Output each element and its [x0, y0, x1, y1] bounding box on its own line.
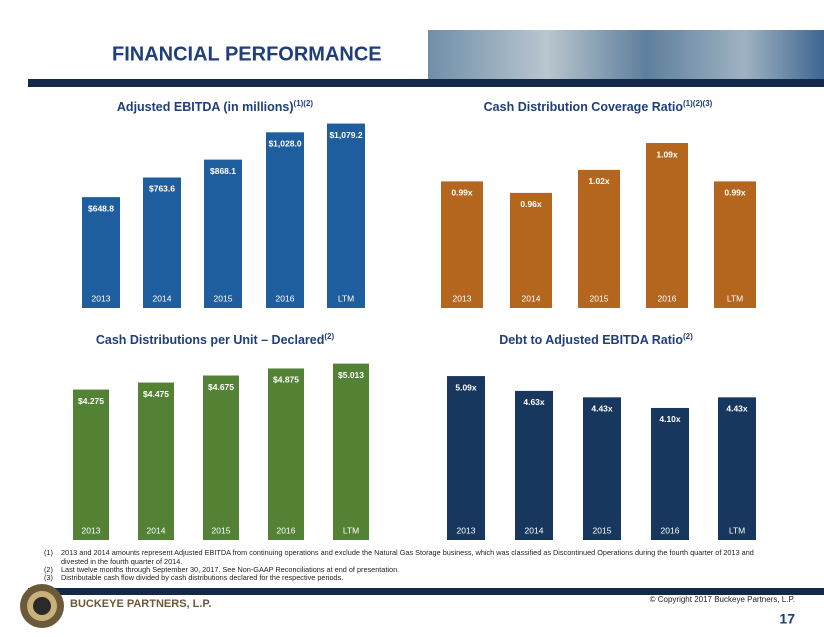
value-label: 5.09x [455, 382, 477, 392]
bar [73, 389, 109, 540]
category-label: 2015 [214, 293, 233, 303]
footnote-text: 2013 and 2014 amounts represent Adjusted… [61, 548, 754, 566]
category-label: 2016 [658, 293, 677, 303]
bar [718, 397, 756, 540]
value-label: 4.10x [659, 414, 681, 424]
value-label: 0.99x [451, 188, 473, 198]
bar [138, 382, 174, 540]
category-label: 2013 [457, 525, 476, 535]
footnote: (3) Distributable cash flow divided by ca… [44, 573, 774, 583]
value-label: 4.63x [523, 397, 545, 407]
bar [82, 197, 120, 308]
value-label: $4.475 [143, 389, 169, 399]
value-label: $648.8 [88, 203, 114, 213]
value-label: 1.02x [588, 176, 610, 186]
copyright: © Copyright 2017 Buckeye Partners, L.P. [650, 595, 795, 604]
bar [578, 169, 620, 308]
page-number: 17 [779, 611, 795, 627]
value-label: $4.675 [208, 382, 234, 392]
bar [204, 159, 242, 308]
value-label: 4.43x [726, 404, 748, 414]
value-label: $1,028.0 [268, 139, 301, 149]
bar [268, 368, 304, 540]
bar [515, 390, 553, 540]
value-label: 4.43x [591, 404, 613, 414]
page-title: FINANCIAL PERFORMANCE [112, 43, 382, 65]
header-rule [28, 79, 824, 87]
footnote: (2) Last twelve months through September … [44, 565, 774, 575]
bar [327, 123, 365, 309]
bar [143, 177, 181, 308]
chart-title: Adjusted EBITDA (in millions)(1)(2) [117, 99, 314, 114]
bar [441, 181, 483, 308]
category-label: LTM [343, 525, 359, 535]
category-label: 2015 [212, 525, 231, 535]
value-label: $763.6 [149, 184, 175, 194]
bar [646, 143, 688, 308]
logo-core [33, 597, 51, 615]
value-label: $1,079.2 [329, 130, 362, 140]
category-label: 2015 [593, 525, 612, 535]
category-label: 2014 [525, 525, 544, 535]
bar [714, 181, 756, 308]
category-label: 2013 [82, 525, 101, 535]
bar [583, 397, 621, 540]
bar [203, 375, 239, 540]
category-label: LTM [338, 293, 354, 303]
header-photo [428, 30, 824, 80]
chart-title-text: Cash Distribution Coverage Ratio [484, 100, 684, 114]
category-label: 2014 [522, 293, 541, 303]
value-label: $4.275 [78, 396, 104, 406]
chart-title-text: Adjusted EBITDA (in millions) [117, 100, 294, 114]
value-label: $4.875 [273, 375, 299, 385]
chart-title-superscript: (1)(2)(3) [683, 99, 713, 108]
category-label: 2015 [590, 293, 609, 303]
footnote-text: Distributable cash flow divided by cash … [61, 573, 344, 582]
category-label: 2014 [153, 293, 172, 303]
value-label: 0.96x [520, 199, 542, 209]
bar [510, 192, 552, 308]
value-label: $5.013 [338, 370, 364, 380]
category-label: 2014 [147, 525, 166, 535]
company-name: BUCKEYE PARTNERS, L.P. [70, 598, 211, 610]
chart-title: Cash Distribution Coverage Ratio(1)(2)(3… [484, 99, 713, 114]
chart-title-text: Debt to Adjusted EBITDA Ratio [499, 333, 683, 347]
category-label: 2016 [276, 293, 295, 303]
category-label: LTM [727, 293, 743, 303]
chart-title-superscript: (2) [683, 332, 693, 341]
value-label: 1.09x [656, 149, 678, 159]
category-label: LTM [729, 525, 745, 535]
bar [266, 132, 304, 308]
category-label: 2016 [661, 525, 680, 535]
chart-title: Cash Distributions per Unit – Declared(2… [96, 332, 335, 347]
chart-title-text: Cash Distributions per Unit – Declared [96, 333, 325, 347]
footnote-marker: (3) [44, 573, 53, 582]
value-label: $868.1 [210, 166, 236, 176]
bar [651, 407, 689, 540]
chart-title-superscript: (2) [324, 332, 334, 341]
footnote-marker: (2) [44, 565, 53, 574]
category-label: 2013 [453, 293, 472, 303]
footnote-text: Last twelve months through September 30,… [61, 565, 400, 574]
footer-rule [28, 588, 824, 595]
chart-title: Debt to Adjusted EBITDA Ratio(2) [499, 332, 693, 347]
category-label: 2013 [92, 293, 111, 303]
bar [447, 376, 485, 540]
chart-title-superscript: (1)(2) [294, 99, 314, 108]
bar [333, 363, 369, 540]
footnote: (1) 2013 and 2014 amounts represent Adjus… [44, 548, 774, 566]
footnote-marker: (1) [44, 548, 53, 557]
category-label: 2016 [277, 525, 296, 535]
value-label: 0.99x [724, 188, 746, 198]
